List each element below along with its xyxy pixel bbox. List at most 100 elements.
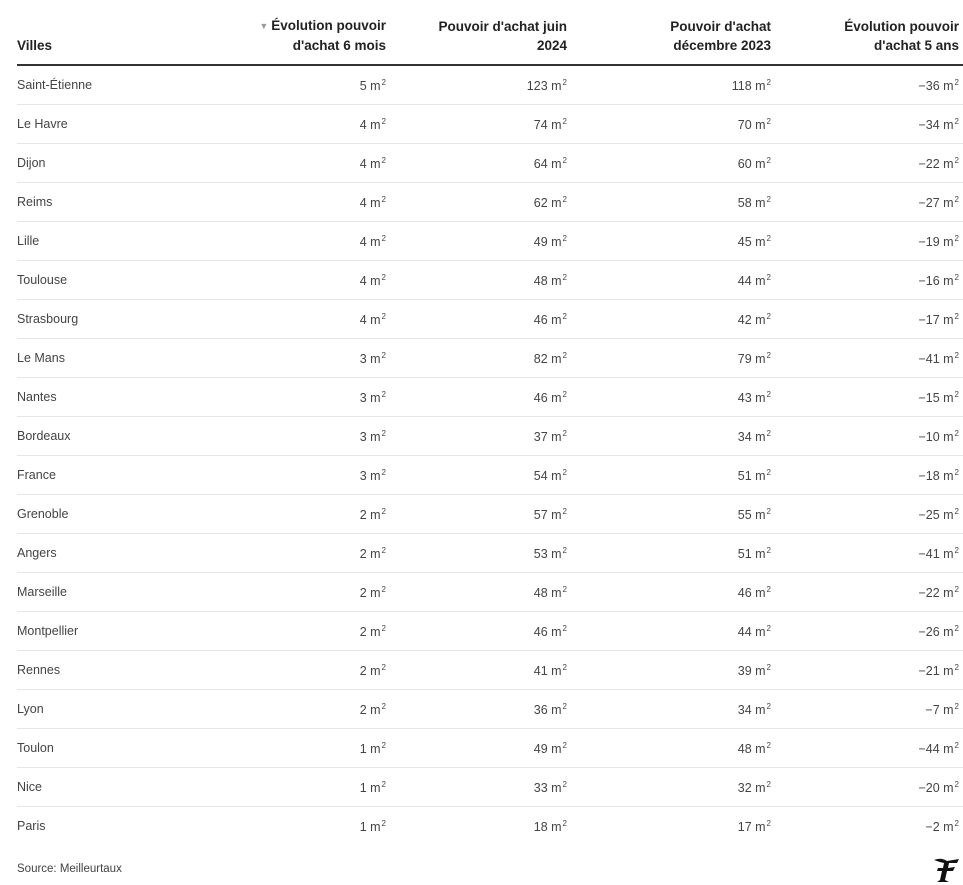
cell-decembre-2023: 42 m2 xyxy=(571,299,775,339)
cell-value: 44 m xyxy=(737,624,766,639)
cell-value: −19 m xyxy=(918,234,954,249)
unit-exponent: 2 xyxy=(562,350,567,360)
cell-value: −25 m xyxy=(918,507,954,522)
unit-exponent: 2 xyxy=(562,77,567,87)
cell-value: 2 m xyxy=(359,624,381,639)
column-header-juin-2024[interactable]: Pouvoir d'achat juin 2024 xyxy=(390,0,571,66)
cell-juin-2024: 54 m2 xyxy=(390,455,571,495)
cell-decembre-2023: 70 m2 xyxy=(571,104,775,144)
unit-exponent: 2 xyxy=(381,779,386,789)
cell-value: 57 m xyxy=(533,507,562,522)
column-header-villes[interactable]: Villes xyxy=(17,0,190,66)
cell-value: 34 m xyxy=(737,702,766,717)
column-header-label-line2: d'achat 5 ans xyxy=(874,38,959,53)
table-row: Paris 1 m2 18 m2 17 m2 −2 m2 xyxy=(17,807,963,846)
cell-evolution-6-mois: 4 m2 xyxy=(190,299,390,339)
column-header-label-line2: d'achat 6 mois xyxy=(292,38,386,53)
cell-value: 2 m xyxy=(359,663,381,678)
unit-exponent: 2 xyxy=(381,467,386,477)
cell-juin-2024: 49 m2 xyxy=(390,221,571,261)
cell-value: 82 m xyxy=(533,351,562,366)
cell-city: Toulouse xyxy=(17,260,190,300)
cell-value: −15 m xyxy=(918,390,954,405)
cell-value: 2 m xyxy=(359,702,381,717)
cell-evolution-6-mois: 2 m2 xyxy=(190,572,390,612)
cell-value: −26 m xyxy=(918,624,954,639)
unit-exponent: 2 xyxy=(954,701,959,711)
cell-value: 2 m xyxy=(359,546,381,561)
column-header-label-line1: Pouvoir d'achat xyxy=(670,19,771,34)
cell-decembre-2023: 118 m2 xyxy=(571,65,775,105)
cell-juin-2024: 46 m2 xyxy=(390,611,571,651)
cell-juin-2024: 48 m2 xyxy=(390,572,571,612)
unit-exponent: 2 xyxy=(954,389,959,399)
cell-evolution-6-mois: 3 m2 xyxy=(190,455,390,495)
cell-decembre-2023: 44 m2 xyxy=(571,260,775,300)
cell-value: 123 m xyxy=(526,78,562,93)
cell-juin-2024: 57 m2 xyxy=(390,494,571,534)
cell-value: 5 m xyxy=(359,78,381,93)
cell-city: Rennes xyxy=(17,650,190,690)
table-row: Bordeaux 3 m2 37 m2 34 m2 −10 m2 xyxy=(17,416,963,456)
cell-decembre-2023: 32 m2 xyxy=(571,767,775,807)
table-row: Montpellier 2 m2 46 m2 44 m2 −26 m2 xyxy=(17,611,963,651)
cell-evolution-5-ans: −17 m2 xyxy=(775,299,963,339)
unit-exponent: 2 xyxy=(381,818,386,828)
cell-evolution-5-ans: −20 m2 xyxy=(775,767,963,807)
cell-value: −41 m xyxy=(918,351,954,366)
cell-value: −18 m xyxy=(918,468,954,483)
cell-decembre-2023: 48 m2 xyxy=(571,728,775,768)
cell-evolution-6-mois: 2 m2 xyxy=(190,611,390,651)
cell-city: Lyon xyxy=(17,689,190,729)
cell-value: 1 m xyxy=(359,741,381,756)
cell-city: Saint-Étienne xyxy=(17,65,190,105)
column-header-label: Villes xyxy=(17,38,53,53)
data-table-container: Villes ▼ Évolution pouvoir d'achat 6 mois… xyxy=(17,0,963,845)
cell-city: Dijon xyxy=(17,143,190,183)
cell-city: Toulon xyxy=(17,728,190,768)
unit-exponent: 2 xyxy=(562,116,567,126)
cell-value: 51 m xyxy=(737,546,766,561)
cell-juin-2024: 18 m2 xyxy=(390,807,571,846)
unit-exponent: 2 xyxy=(562,233,567,243)
cell-decembre-2023: 45 m2 xyxy=(571,221,775,261)
unit-exponent: 2 xyxy=(954,272,959,282)
cell-value: 1 m xyxy=(359,780,381,795)
cell-city: Bordeaux xyxy=(17,416,190,456)
column-header-label-line1: Évolution pouvoir xyxy=(271,18,386,33)
cell-value: 62 m xyxy=(533,195,562,210)
unit-exponent: 2 xyxy=(766,779,771,789)
cell-evolution-6-mois: 2 m2 xyxy=(190,650,390,690)
cell-evolution-6-mois: 1 m2 xyxy=(190,728,390,768)
cell-evolution-5-ans: −34 m2 xyxy=(775,104,963,144)
cell-juin-2024: 53 m2 xyxy=(390,533,571,573)
column-header-decembre-2023[interactable]: Pouvoir d'achat décembre 2023 xyxy=(571,0,775,66)
cell-value: 54 m xyxy=(533,468,562,483)
le-figaro-logo xyxy=(934,858,959,882)
cell-value: 58 m xyxy=(737,195,766,210)
unit-exponent: 2 xyxy=(562,272,567,282)
cell-value: −10 m xyxy=(918,429,954,444)
unit-exponent: 2 xyxy=(954,584,959,594)
table-row: Grenoble 2 m2 57 m2 55 m2 −25 m2 xyxy=(17,494,963,534)
cell-evolution-5-ans: −22 m2 xyxy=(775,143,963,183)
column-header-evolution-6-mois[interactable]: ▼ Évolution pouvoir d'achat 6 mois xyxy=(190,0,390,66)
cell-evolution-6-mois: 4 m2 xyxy=(190,182,390,222)
column-header-evolution-5-ans[interactable]: Évolution pouvoir d'achat 5 ans xyxy=(775,0,963,66)
cell-value: 64 m xyxy=(533,156,562,171)
cell-evolution-5-ans: −16 m2 xyxy=(775,260,963,300)
table-row: Toulon 1 m2 49 m2 48 m2 −44 m2 xyxy=(17,728,963,768)
cell-juin-2024: 37 m2 xyxy=(390,416,571,456)
cell-city: Strasbourg xyxy=(17,299,190,339)
unit-exponent: 2 xyxy=(954,623,959,633)
unit-exponent: 2 xyxy=(766,584,771,594)
cell-value: −22 m xyxy=(918,585,954,600)
unit-exponent: 2 xyxy=(766,311,771,321)
unit-exponent: 2 xyxy=(766,350,771,360)
unit-exponent: 2 xyxy=(381,428,386,438)
cell-value: 3 m xyxy=(359,351,381,366)
cell-value: −20 m xyxy=(918,780,954,795)
table-row: Angers 2 m2 53 m2 51 m2 −41 m2 xyxy=(17,533,963,573)
unit-exponent: 2 xyxy=(562,545,567,555)
cell-evolution-6-mois: 3 m2 xyxy=(190,377,390,417)
